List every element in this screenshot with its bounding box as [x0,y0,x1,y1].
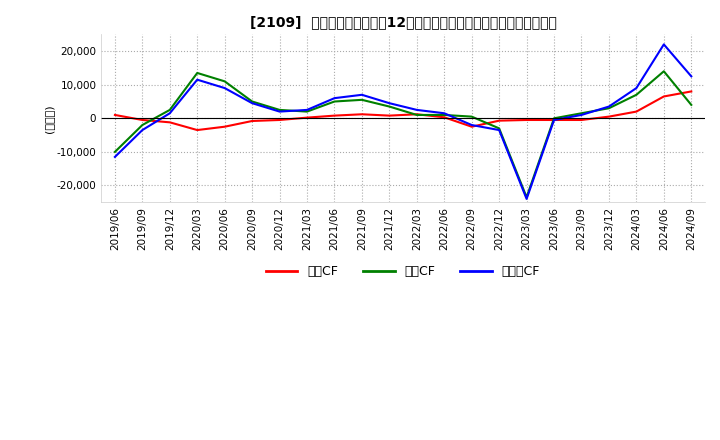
フリーCF [166,110,174,116]
営業CF [550,117,559,123]
フリーCF [111,154,120,160]
フリーCF [220,85,229,91]
Line: 投資CF: 投資CF [115,71,691,197]
フリーCF [330,95,339,101]
営業CF [220,124,229,129]
フリーCF [275,109,284,114]
投資CF [660,69,668,74]
フリーCF [302,107,311,113]
投資CF [358,97,366,103]
営業CF [440,115,449,120]
営業CF [467,124,476,129]
営業CF [495,118,503,123]
営業CF [330,113,339,118]
投資CF [467,114,476,119]
投資CF [111,149,120,154]
投資CF [495,126,503,131]
投資CF [440,112,449,117]
投資CF [687,102,696,107]
フリーCF [632,85,641,91]
営業CF [248,118,256,124]
フリーCF [495,128,503,133]
投資CF [138,122,147,128]
投資CF [193,70,202,76]
フリーCF [605,104,613,109]
投資CF [550,116,559,121]
営業CF [632,109,641,114]
投資CF [330,99,339,104]
フリーCF [193,77,202,82]
Legend: 営業CF, 投資CF, フリーCF: 営業CF, 投資CF, フリーCF [261,260,545,283]
フリーCF [385,101,394,106]
投資CF [275,107,284,113]
営業CF [302,115,311,120]
投資CF [413,112,421,117]
営業CF [605,114,613,119]
投資CF [577,110,586,116]
フリーCF [440,110,449,116]
投資CF [248,99,256,104]
営業CF [660,94,668,99]
投資CF [302,109,311,114]
フリーCF [550,117,559,123]
投資CF [522,194,531,200]
営業CF [358,112,366,117]
投資CF [166,107,174,113]
フリーCF [138,128,147,133]
フリーCF [413,107,421,113]
投資CF [605,106,613,111]
フリーCF [687,73,696,79]
営業CF [111,112,120,117]
フリーCF [467,122,476,128]
フリーCF [522,196,531,202]
営業CF [138,117,147,123]
営業CF [385,113,394,118]
Line: フリーCF: フリーCF [115,44,691,199]
営業CF [522,117,531,123]
投資CF [220,79,229,84]
Line: 営業CF: 営業CF [115,92,691,130]
営業CF [687,89,696,94]
Y-axis label: (百万円): (百万円) [44,104,54,132]
営業CF [577,117,586,123]
投資CF [385,104,394,109]
営業CF [275,117,284,123]
フリーCF [660,42,668,47]
Title: [2109]  キャッシュフローの12か月移動合計の対前年同期増減額の推移: [2109] キャッシュフローの12か月移動合計の対前年同期増減額の推移 [250,15,557,29]
営業CF [166,120,174,125]
フリーCF [248,101,256,106]
営業CF [193,128,202,133]
営業CF [413,112,421,117]
フリーCF [358,92,366,97]
投資CF [632,92,641,97]
フリーCF [577,112,586,117]
